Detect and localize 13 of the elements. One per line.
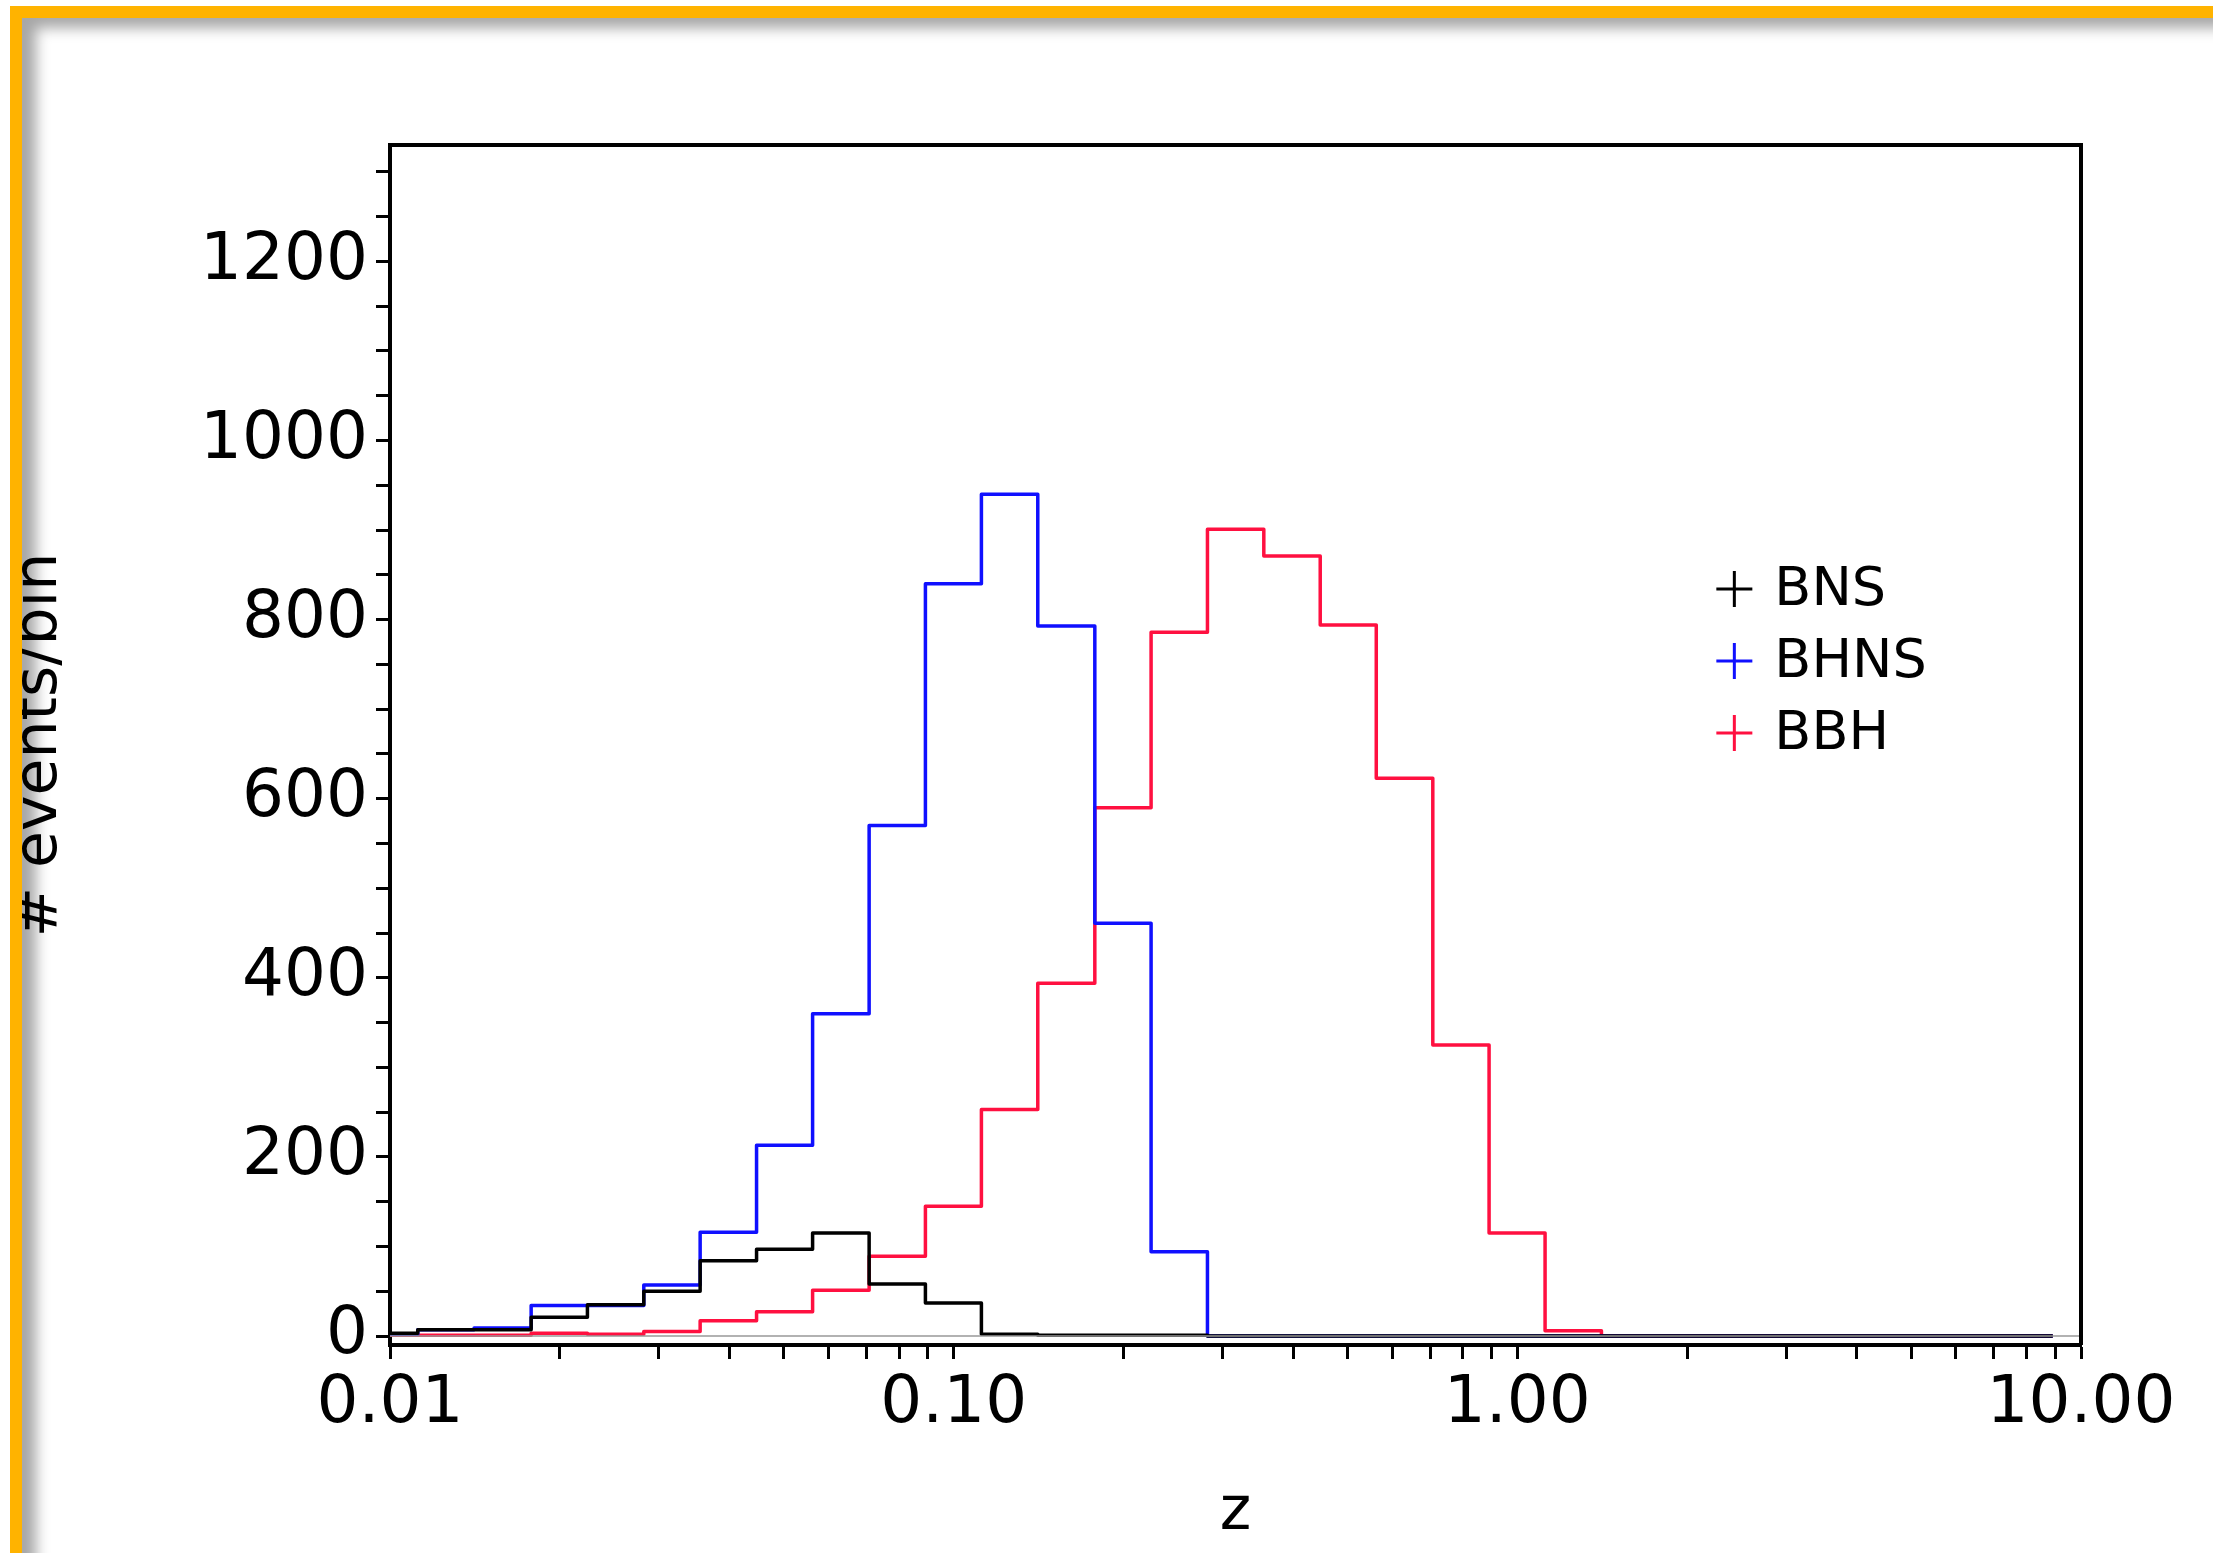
x-tick-label: 1.00	[1443, 1360, 1591, 1438]
y-tick-label: 600	[242, 754, 368, 832]
y-tick-label: 400	[242, 933, 368, 1011]
y-tick-label: 200	[242, 1113, 368, 1191]
x-tick-label: 10.00	[1986, 1360, 2176, 1438]
y-tick-label: 1000	[200, 396, 368, 474]
legend-label: BNS	[1774, 555, 1887, 619]
x-axis-title: z	[1219, 1472, 1252, 1543]
legend-label: BHNS	[1774, 627, 1927, 691]
y-tick-label: 800	[242, 575, 368, 653]
legend-label: BBH	[1774, 699, 1890, 763]
y-tick-label: 1200	[200, 217, 368, 295]
x-tick-label: 0.10	[880, 1360, 1028, 1438]
